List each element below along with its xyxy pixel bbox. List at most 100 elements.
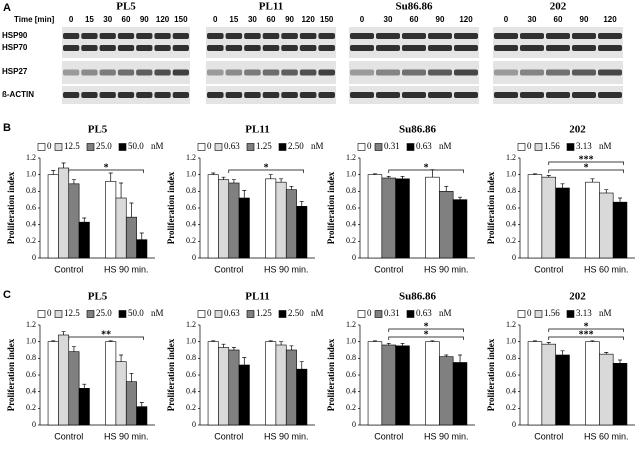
legend-label: 1.25	[256, 141, 272, 151]
legend-swatch	[37, 310, 46, 318]
bar	[452, 199, 468, 259]
bar	[439, 356, 454, 426]
legend-swatch	[197, 310, 206, 318]
blot-band	[520, 33, 544, 39]
bar	[125, 216, 137, 259]
y-axis-label: Proliferation index	[6, 338, 16, 411]
bar	[296, 368, 308, 426]
bar	[68, 351, 80, 426]
legend-unit: nM	[151, 141, 164, 151]
blot-band	[207, 69, 224, 76]
error-bar	[242, 190, 247, 198]
y-tick-label: 0	[32, 420, 36, 429]
legend-label: 0.63	[224, 141, 240, 151]
chart-title: PL11	[245, 291, 269, 303]
blot-band	[172, 92, 189, 98]
error-bar	[82, 383, 87, 389]
blot-band	[546, 69, 570, 76]
legend-label: 50.0	[128, 308, 144, 318]
error-bar	[444, 185, 449, 192]
time-point: 90	[140, 15, 149, 24]
blot-band	[454, 33, 478, 39]
error-bar	[532, 340, 537, 342]
time-point: 120	[301, 15, 315, 24]
time-point: 60	[122, 15, 131, 24]
bar	[78, 221, 90, 259]
legend-swatch	[54, 143, 63, 151]
blot-band	[63, 92, 80, 98]
blot-band	[136, 69, 153, 76]
error-bar	[71, 179, 76, 184]
blot-band	[207, 45, 224, 51]
x-tick-label: Control	[214, 264, 243, 274]
error-bar	[618, 197, 623, 203]
bar	[452, 362, 468, 426]
y-tick-label: 1.0	[346, 169, 356, 178]
y-tick-label: 1.0	[506, 336, 516, 345]
time-point: 15	[229, 15, 238, 24]
x-tick-label: HS 90 min.	[424, 431, 469, 441]
x-tick-label: Control	[374, 431, 403, 441]
error-bar	[590, 178, 595, 183]
blot-band	[99, 69, 116, 76]
legend-swatch	[517, 310, 526, 318]
blot-band	[598, 69, 622, 76]
error-bar	[242, 357, 247, 365]
bar	[105, 341, 117, 426]
bar	[381, 177, 396, 259]
blot-band	[244, 33, 261, 39]
error-bar	[231, 179, 236, 183]
error-bar	[211, 340, 216, 342]
blot-band	[598, 45, 622, 51]
y-tick-label: 0.2	[506, 403, 516, 412]
significance-label: *	[264, 162, 269, 173]
bar	[612, 201, 628, 259]
error-bar	[604, 189, 609, 193]
legend-swatch	[118, 143, 127, 151]
legend-swatch	[566, 310, 575, 318]
legend-label: 1.25	[256, 308, 272, 318]
x-tick-label: Control	[534, 264, 563, 274]
error-bar	[108, 172, 113, 182]
time-point: 30	[528, 15, 537, 24]
error-bar	[119, 182, 124, 198]
blot-band	[494, 33, 518, 39]
blot-band	[154, 45, 171, 51]
y-axis-label: Proliferation index	[166, 171, 176, 244]
time-point: 30	[248, 15, 257, 24]
blot-band	[299, 69, 317, 76]
y-tick-label: 0.8	[346, 186, 356, 195]
blot-band	[572, 92, 596, 98]
y-tick-label: 0.6	[26, 203, 36, 212]
time-point: 0	[213, 15, 218, 24]
blot-band	[281, 45, 298, 51]
x-tick-label: HS 90 min.	[104, 431, 149, 441]
error-bar	[546, 175, 551, 178]
time-point: 120	[603, 15, 617, 24]
bar	[439, 191, 454, 259]
legend-unit: nM	[439, 141, 452, 151]
blot-background	[349, 27, 479, 58]
bar	[47, 341, 59, 426]
x-tick-label: Control	[534, 431, 563, 441]
significance-bracket	[388, 328, 464, 332]
blot-background	[493, 27, 623, 58]
y-tick-label: 0.6	[186, 203, 196, 212]
blot-band	[154, 92, 171, 98]
error-bar	[82, 217, 87, 223]
legend-label: 12.5	[64, 141, 80, 151]
bar	[265, 178, 277, 259]
error-bar	[139, 232, 144, 240]
bar	[275, 344, 287, 426]
bar	[555, 187, 570, 259]
chart-title: Su86.86	[399, 291, 436, 303]
blot-band	[572, 69, 596, 76]
bar	[78, 388, 90, 426]
blot-band	[244, 92, 261, 98]
blot-band	[299, 92, 317, 98]
bar	[585, 181, 600, 259]
legend-label: 0	[207, 308, 212, 318]
blot-band	[281, 69, 298, 76]
error-bar	[444, 354, 449, 357]
legend-unit: nM	[599, 308, 612, 318]
